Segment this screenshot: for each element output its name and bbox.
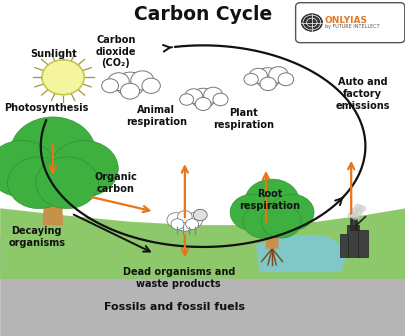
Circle shape	[42, 60, 84, 95]
Circle shape	[193, 209, 207, 221]
Circle shape	[115, 72, 144, 96]
Polygon shape	[265, 218, 278, 249]
Circle shape	[191, 88, 215, 108]
Circle shape	[260, 205, 301, 238]
Text: Carbon Cycle: Carbon Cycle	[134, 5, 271, 24]
Circle shape	[36, 157, 98, 209]
Circle shape	[177, 211, 192, 223]
Bar	[339, 234, 347, 257]
Circle shape	[171, 219, 183, 229]
Circle shape	[255, 68, 280, 88]
Text: Decaying
organisms: Decaying organisms	[8, 226, 65, 248]
Circle shape	[243, 73, 258, 85]
Bar	[346, 225, 358, 257]
Text: Fossils and fossil fuels: Fossils and fossil fuels	[104, 302, 245, 312]
Polygon shape	[0, 228, 405, 336]
Circle shape	[166, 213, 184, 227]
Bar	[353, 218, 356, 230]
Circle shape	[357, 205, 365, 212]
Circle shape	[203, 87, 222, 103]
Text: by FUTURE INTELLECT: by FUTURE INTELLECT	[324, 25, 379, 29]
Text: ONLYIAS: ONLYIAS	[324, 16, 367, 25]
Circle shape	[230, 194, 273, 230]
Circle shape	[185, 219, 198, 229]
Circle shape	[179, 94, 193, 105]
Circle shape	[0, 140, 55, 197]
Circle shape	[259, 77, 275, 91]
Bar	[349, 217, 352, 230]
Circle shape	[120, 83, 139, 99]
Text: Animal
respiration: Animal respiration	[126, 105, 186, 127]
Circle shape	[249, 68, 267, 83]
Circle shape	[268, 67, 288, 83]
Text: Organic
carbon: Organic carbon	[94, 172, 137, 194]
Circle shape	[242, 205, 282, 238]
Circle shape	[244, 179, 299, 224]
Circle shape	[184, 213, 202, 227]
Circle shape	[212, 93, 228, 106]
Circle shape	[130, 71, 153, 90]
Circle shape	[195, 97, 211, 111]
Circle shape	[350, 208, 358, 214]
Circle shape	[270, 194, 313, 230]
Circle shape	[184, 89, 202, 103]
Circle shape	[277, 73, 293, 86]
Circle shape	[301, 14, 322, 31]
Circle shape	[347, 212, 355, 218]
Text: Plant
respiration: Plant respiration	[213, 109, 273, 130]
Circle shape	[50, 140, 118, 197]
Bar	[357, 230, 367, 257]
Circle shape	[173, 212, 196, 231]
Polygon shape	[0, 208, 405, 279]
Circle shape	[10, 117, 95, 187]
Text: Carbon
dioxide
(CO₂): Carbon dioxide (CO₂)	[95, 35, 136, 69]
Text: Root
respiration: Root respiration	[239, 189, 300, 211]
Text: Sunlight: Sunlight	[30, 49, 77, 59]
Polygon shape	[43, 178, 63, 225]
Text: Photosynthesis: Photosynthesis	[4, 102, 88, 113]
FancyBboxPatch shape	[295, 3, 404, 43]
Circle shape	[353, 204, 361, 210]
Text: Dead organisms and
waste products: Dead organisms and waste products	[122, 267, 234, 289]
Circle shape	[101, 79, 118, 93]
Polygon shape	[255, 235, 348, 272]
Circle shape	[354, 209, 362, 216]
Circle shape	[108, 73, 129, 90]
Circle shape	[7, 157, 70, 209]
Circle shape	[351, 213, 359, 220]
Circle shape	[142, 78, 160, 93]
Text: Auto and
factory
emissions: Auto and factory emissions	[335, 78, 389, 111]
